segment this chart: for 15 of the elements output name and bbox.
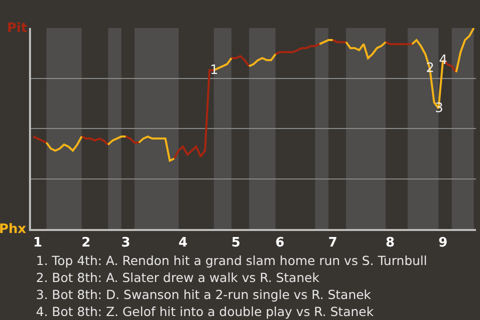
x-tick-label: 6 — [275, 235, 284, 250]
text: Pit — [7, 21, 28, 36]
x-tick-label: 3 — [121, 235, 130, 250]
x-tick-label: 2 — [82, 235, 91, 250]
text: 1. Top 4th: A. Rendon hit a grand slam home run vs S. Turnbull — [36, 253, 428, 268]
text: 4. Bot 8th: Z. Gelof hit into a double play vs R. Stanek — [36, 304, 374, 319]
text: 3. Bot 8th: D. Swanson hit a 2-run single vs R. Stanek — [36, 287, 372, 302]
x-tick-label: 7 — [328, 235, 338, 250]
x-tick-label: 5 — [231, 235, 240, 250]
text: Phx — [0, 222, 27, 237]
text: 2. Bot 8th: A. Slater drew a walk vs R. Stanek — [36, 270, 320, 285]
x-tick-label: 8 — [386, 235, 395, 250]
x-tick-label: 4 — [178, 235, 188, 250]
x-tick-label: 1 — [33, 235, 42, 250]
x-tick-label: 9 — [438, 235, 448, 250]
